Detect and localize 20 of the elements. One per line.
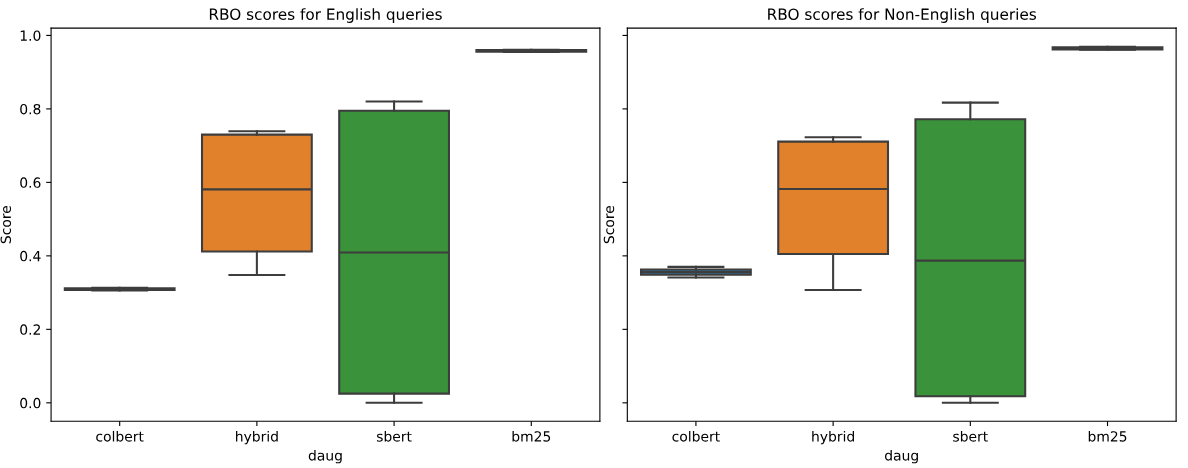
y-tick-label: 1.0 bbox=[20, 30, 41, 41]
y-axis-title: Score bbox=[603, 205, 615, 244]
y-axis-title: Score bbox=[0, 205, 12, 244]
y-tick-label: 0.2 bbox=[20, 324, 40, 335]
x-tick-label: hybrid bbox=[236, 430, 278, 445]
y-tick-label: 0.8 bbox=[20, 103, 41, 115]
y-tick-label: 0.6 bbox=[20, 177, 41, 188]
x-tick-label: sbert bbox=[376, 430, 412, 442]
chart-title: RBO scores for Non-English queries bbox=[768, 8, 1037, 23]
x-tick-label: colbert bbox=[672, 430, 720, 442]
x-tick-label: sbert bbox=[953, 430, 988, 442]
chart-title: RBO scores for English queries bbox=[209, 8, 442, 23]
y-tick-label: 0.0 bbox=[20, 397, 41, 409]
y-tick-label: 0.4 bbox=[20, 250, 41, 262]
x-tick-label: bm25 bbox=[1088, 430, 1127, 442]
x-axis-title: daug bbox=[308, 449, 342, 464]
x-tick-label: hybrid bbox=[812, 430, 854, 445]
x-tick-label: bm25 bbox=[512, 430, 551, 442]
x-axis-title: daug bbox=[885, 449, 918, 464]
x-tick-label: colbert bbox=[96, 430, 144, 442]
